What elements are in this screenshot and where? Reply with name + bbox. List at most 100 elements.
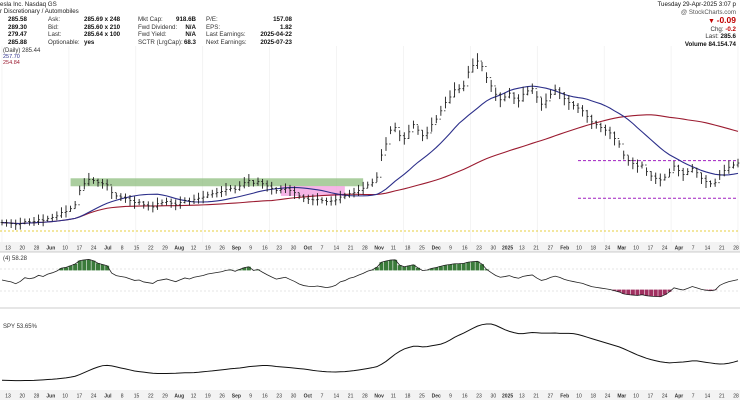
price-bar — [517, 94, 520, 108]
x-tick-label: 14 — [705, 246, 711, 252]
price-bar — [18, 217, 22, 230]
price-bar — [567, 95, 571, 110]
price-bar — [485, 66, 488, 83]
x-tick-label: 7 — [321, 246, 324, 252]
x-tick-label: 14 — [334, 246, 340, 252]
price-bar — [233, 185, 237, 194]
price-bar — [69, 205, 72, 212]
price-bar — [544, 93, 548, 109]
price-bar — [681, 167, 685, 181]
price-bars — [0, 53, 740, 230]
price-bar — [558, 87, 562, 100]
x-tick-label: 10 — [633, 394, 639, 400]
price-bar — [704, 175, 708, 189]
price-bar — [494, 85, 498, 101]
price-bar — [297, 192, 301, 200]
price-bar — [604, 124, 607, 136]
price-bar — [649, 171, 653, 182]
x-tick-label: Sep — [232, 394, 241, 400]
price-bar — [585, 109, 589, 123]
x-axis-strip-bottom — [0, 390, 740, 400]
price-bar — [197, 192, 200, 204]
price-bar — [562, 92, 566, 106]
price-bar — [60, 207, 63, 218]
legend-line-2: 257.70 — [3, 54, 20, 60]
price-bar — [50, 213, 54, 222]
x-tick-label: 9 — [249, 246, 252, 252]
x-tick-label: 18 — [590, 394, 596, 400]
x-tick-label: 27 — [548, 246, 554, 252]
price-bar — [389, 126, 392, 145]
x-tick-label: 28 — [34, 246, 40, 252]
last-label: Last: — [705, 33, 719, 41]
price-bar — [325, 197, 328, 206]
price-bar — [174, 199, 178, 211]
x-tick-label: 7 — [692, 394, 695, 400]
gridlines — [1, 46, 739, 242]
legend-line-1: (Daily) 285.44 — [3, 48, 41, 54]
price-bar — [713, 178, 717, 187]
x-tick-label: 24 — [91, 394, 97, 400]
price-bar — [613, 131, 616, 146]
price-bar — [274, 187, 278, 194]
x-tick-label: 15 — [134, 394, 140, 400]
x-tick-label: Aug — [174, 394, 184, 400]
x-tick-label: 25 — [419, 246, 425, 252]
x-tick-label: 7 — [321, 394, 324, 400]
price-bar — [439, 105, 443, 120]
quote-key: P/E: — [206, 16, 218, 23]
x-tick-label: 10 — [576, 246, 582, 252]
x-tick-label: 12 — [191, 394, 197, 400]
x-axis-ticks: 13 20 28 Jun 10 17 24 Jul 8 15 22 29 Aug 12 19 26 Sep 9 16… — [5, 246, 739, 252]
x-tick-label: 27 — [548, 394, 554, 400]
x-tick-label: 13 — [519, 246, 525, 252]
rsi-line — [1, 259, 739, 298]
price-bar — [306, 194, 310, 204]
price-bar — [489, 77, 493, 92]
price-bar — [430, 117, 434, 134]
x-tick-label: 28 — [733, 394, 739, 400]
price-bar — [677, 164, 680, 177]
x-tick-label: 7 — [692, 246, 695, 252]
x-tick-label: 16 — [262, 246, 268, 252]
x-tick-label: 13 — [5, 394, 11, 400]
price-bar — [114, 192, 118, 200]
price-bar — [658, 173, 662, 187]
price-bar — [169, 198, 173, 208]
symbol-title: esla Inc. Nasdaq GS — [0, 1, 57, 8]
x-tick-label: 9 — [249, 394, 252, 400]
ohlc-value: 285.88 — [8, 38, 27, 46]
price-bar — [457, 84, 461, 94]
price-bar — [722, 164, 726, 177]
price-bar — [453, 82, 456, 98]
x-tick-label: 9 — [449, 246, 452, 252]
price-bar — [124, 193, 127, 203]
price-bar — [55, 211, 59, 221]
rsi-label: (4) 58.28 — [3, 256, 28, 262]
price-bar — [247, 174, 251, 187]
x-tick-label: 30 — [291, 246, 297, 252]
rs-label: SPY 53.65% — [3, 324, 38, 330]
x-tick-label: 21 — [348, 394, 354, 400]
price-bar — [572, 101, 575, 110]
price-bar — [700, 172, 703, 184]
price-bar — [293, 186, 296, 199]
price-bar — [320, 197, 324, 204]
ohlc-values: 285.58 289.30 279.47 285.88 — [8, 16, 27, 46]
quote-value: 285.60 x 210 — [84, 23, 121, 31]
x-tick-label: Feb — [560, 246, 569, 252]
price-bar — [398, 127, 402, 142]
price-bar — [581, 105, 584, 117]
price-bar — [334, 194, 338, 206]
price-bar — [288, 184, 292, 196]
quote-key: Fwd Yield: — [138, 31, 167, 39]
price-bar — [220, 186, 223, 198]
price-bar — [133, 196, 136, 209]
price-bar — [73, 200, 77, 210]
price-bar — [526, 86, 530, 96]
source-label: @ StockCharts.com — [680, 8, 736, 16]
x-tick-label: 19 — [205, 246, 211, 252]
price-panel — [0, 46, 740, 242]
x-tick-label: Oct — [304, 394, 313, 400]
quote-key: Fwd Dividend: — [138, 23, 178, 31]
